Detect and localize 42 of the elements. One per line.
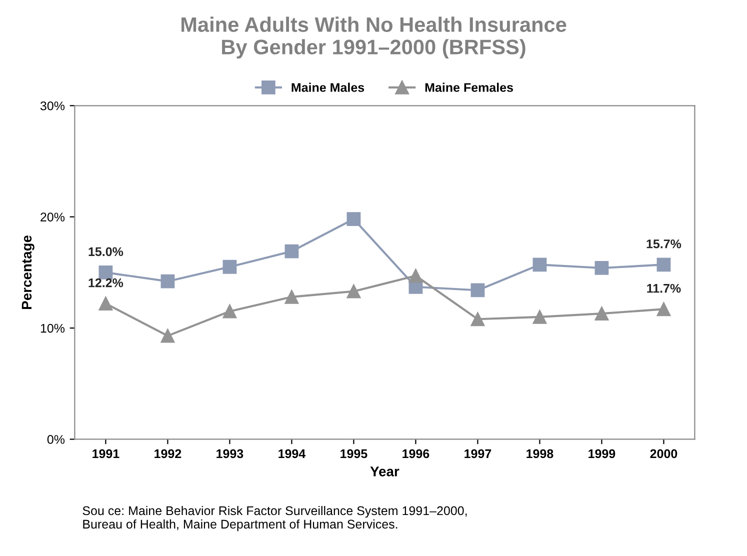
point (594, 261, 609, 275)
x-axis-title: Year (370, 466, 400, 476)
x-tick-label: 1996 (402, 449, 430, 458)
x-tick-label: 1997 (464, 449, 492, 458)
point (98, 296, 113, 311)
point (346, 284, 361, 298)
text: Sou ce: Maine Behavior Risk Factor Surveillance System 1991–2000, Bureau of Health, Maine Department of Human Services. (82, 506, 467, 532)
point (284, 244, 299, 258)
point (470, 283, 485, 298)
x-tick-label: 1991 (92, 449, 120, 458)
x-tick-label: 1995 (340, 449, 368, 458)
point (284, 290, 299, 304)
x-tick-label: 1994 (278, 449, 306, 458)
x-tick-label: 1999 (588, 449, 616, 458)
y-tick-label: 30% (40, 101, 65, 110)
chart-title: Maine Adults With No Health Insurance By Gender 1991–2000 (BRFSS) (182, 16, 566, 59)
point (532, 310, 547, 324)
data-label: 15.7% (646, 239, 682, 248)
data-label: 12.2% (88, 278, 124, 288)
y-tick-label: 0% (47, 435, 65, 444)
point (222, 260, 237, 274)
data-label: 15.0% (88, 247, 124, 256)
y-tick-label: 20% (40, 212, 65, 222)
point (160, 274, 175, 288)
point (160, 328, 175, 343)
point (656, 258, 671, 272)
x-tick-label: 1998 (526, 449, 554, 458)
legend-label: Maine Males (292, 82, 364, 92)
point (470, 312, 485, 326)
x-tick-label: 2000 (650, 449, 678, 458)
point (532, 258, 547, 272)
x-tick-label: 1993 (216, 449, 244, 458)
point (222, 304, 237, 318)
point (656, 302, 671, 316)
legend-label: Maine Females (425, 82, 513, 92)
point (594, 306, 609, 321)
y-axis-title: Percentage (22, 235, 34, 309)
point (346, 212, 361, 226)
x-tick-label: 1992 (154, 449, 182, 458)
data-label: 11.7% (647, 284, 681, 293)
point (408, 268, 423, 283)
y-tick-label: 10% (40, 324, 65, 333)
